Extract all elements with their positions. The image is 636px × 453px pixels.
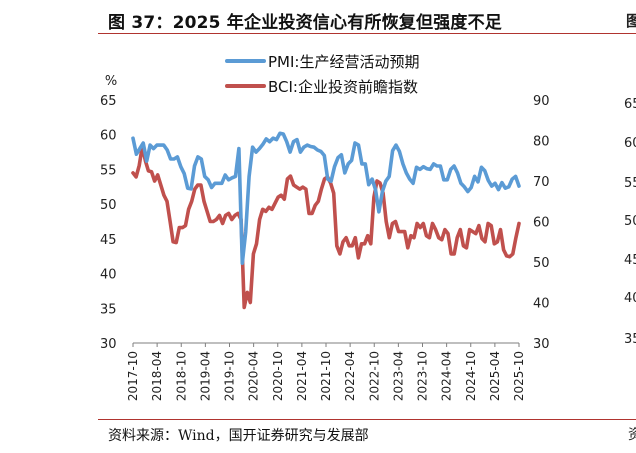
x-tick-label: 2017-10 [126,351,140,401]
left-tick-label: 30 [100,337,117,352]
x-tick-label: 2018-10 [174,351,188,401]
edge-glyph-bottom: 资 [628,427,636,443]
axes-layer: % 65 60 55 50 45 40 35 30 90 80 70 60 50 40 30 2017-10 20… [100,74,550,401]
x-tick-label: 2022-04 [343,351,357,401]
x-tick-label: 2020-04 [247,351,261,401]
pmi-series-line [131,131,521,266]
edge-tick-label: 60 [624,136,636,151]
right-tick-label: 40 [533,297,550,312]
left-tick-label: 35 [100,302,117,317]
x-tick-label: 2019-04 [198,351,212,401]
right-tick-label: 50 [533,256,550,271]
edge-tick-label: 50 [624,214,636,229]
left-tick-label: 40 [100,268,117,283]
x-tick-label: 2022-10 [367,351,381,401]
chart-title: 图 37：2025 年企业投资信心有所恢复但强度不足 [108,13,503,33]
edge-tick-label: 45 [624,253,636,268]
edge-tick-label: 35 [624,332,636,347]
footer-rule [98,419,636,420]
legend-item-bci-label: BCI:企业投资前瞻指数 [268,78,418,96]
left-tick-label: 50 [100,198,117,213]
legend: PMI:生产经营活动预期 BCI:企业投资前瞻指数 [225,53,419,96]
left-tick-label: 45 [100,233,117,248]
right-tick-label: 30 [533,337,550,352]
x-tick-label: 2023-04 [391,351,405,401]
left-tick-label: 60 [100,129,117,144]
edge-partial-axis: 65 60 55 50 45 40 35 [624,97,636,347]
x-tick-label: 2023-10 [416,351,430,401]
right-tick-label: 60 [533,216,550,231]
x-tick-label: 2018-04 [150,351,164,401]
x-tick-label: 2021-04 [295,351,309,401]
x-tick-label: 2025-10 [512,351,526,401]
left-tick-label: 65 [100,94,117,109]
right-tick-label: 70 [533,175,550,190]
edge-tick-label: 65 [624,97,636,112]
edge-tick-label: 40 [624,291,636,306]
x-tick-label: 2020-10 [271,351,285,401]
x-tick-label: 2024-10 [464,351,478,401]
edge-glyph-top: 图 [626,12,636,30]
left-axis-unit: % [105,74,117,89]
series-layer [131,131,521,310]
edge-tick-label: 55 [624,176,636,191]
legend-item-pmi-label: PMI:生产经营活动预期 [268,53,419,71]
x-tick-label: 2025-04 [488,351,502,401]
left-tick-label: 55 [100,163,117,178]
title-rule [98,33,636,34]
right-tick-label: 80 [533,135,550,150]
source-note: 资料来源：Wind，国开证券研究与发展部 [108,428,369,444]
right-tick-label: 90 [533,94,550,109]
x-tick-label: 2024-04 [440,351,454,401]
x-tick-label: 2019-10 [223,351,237,401]
x-tick-label: 2021-10 [319,351,333,401]
